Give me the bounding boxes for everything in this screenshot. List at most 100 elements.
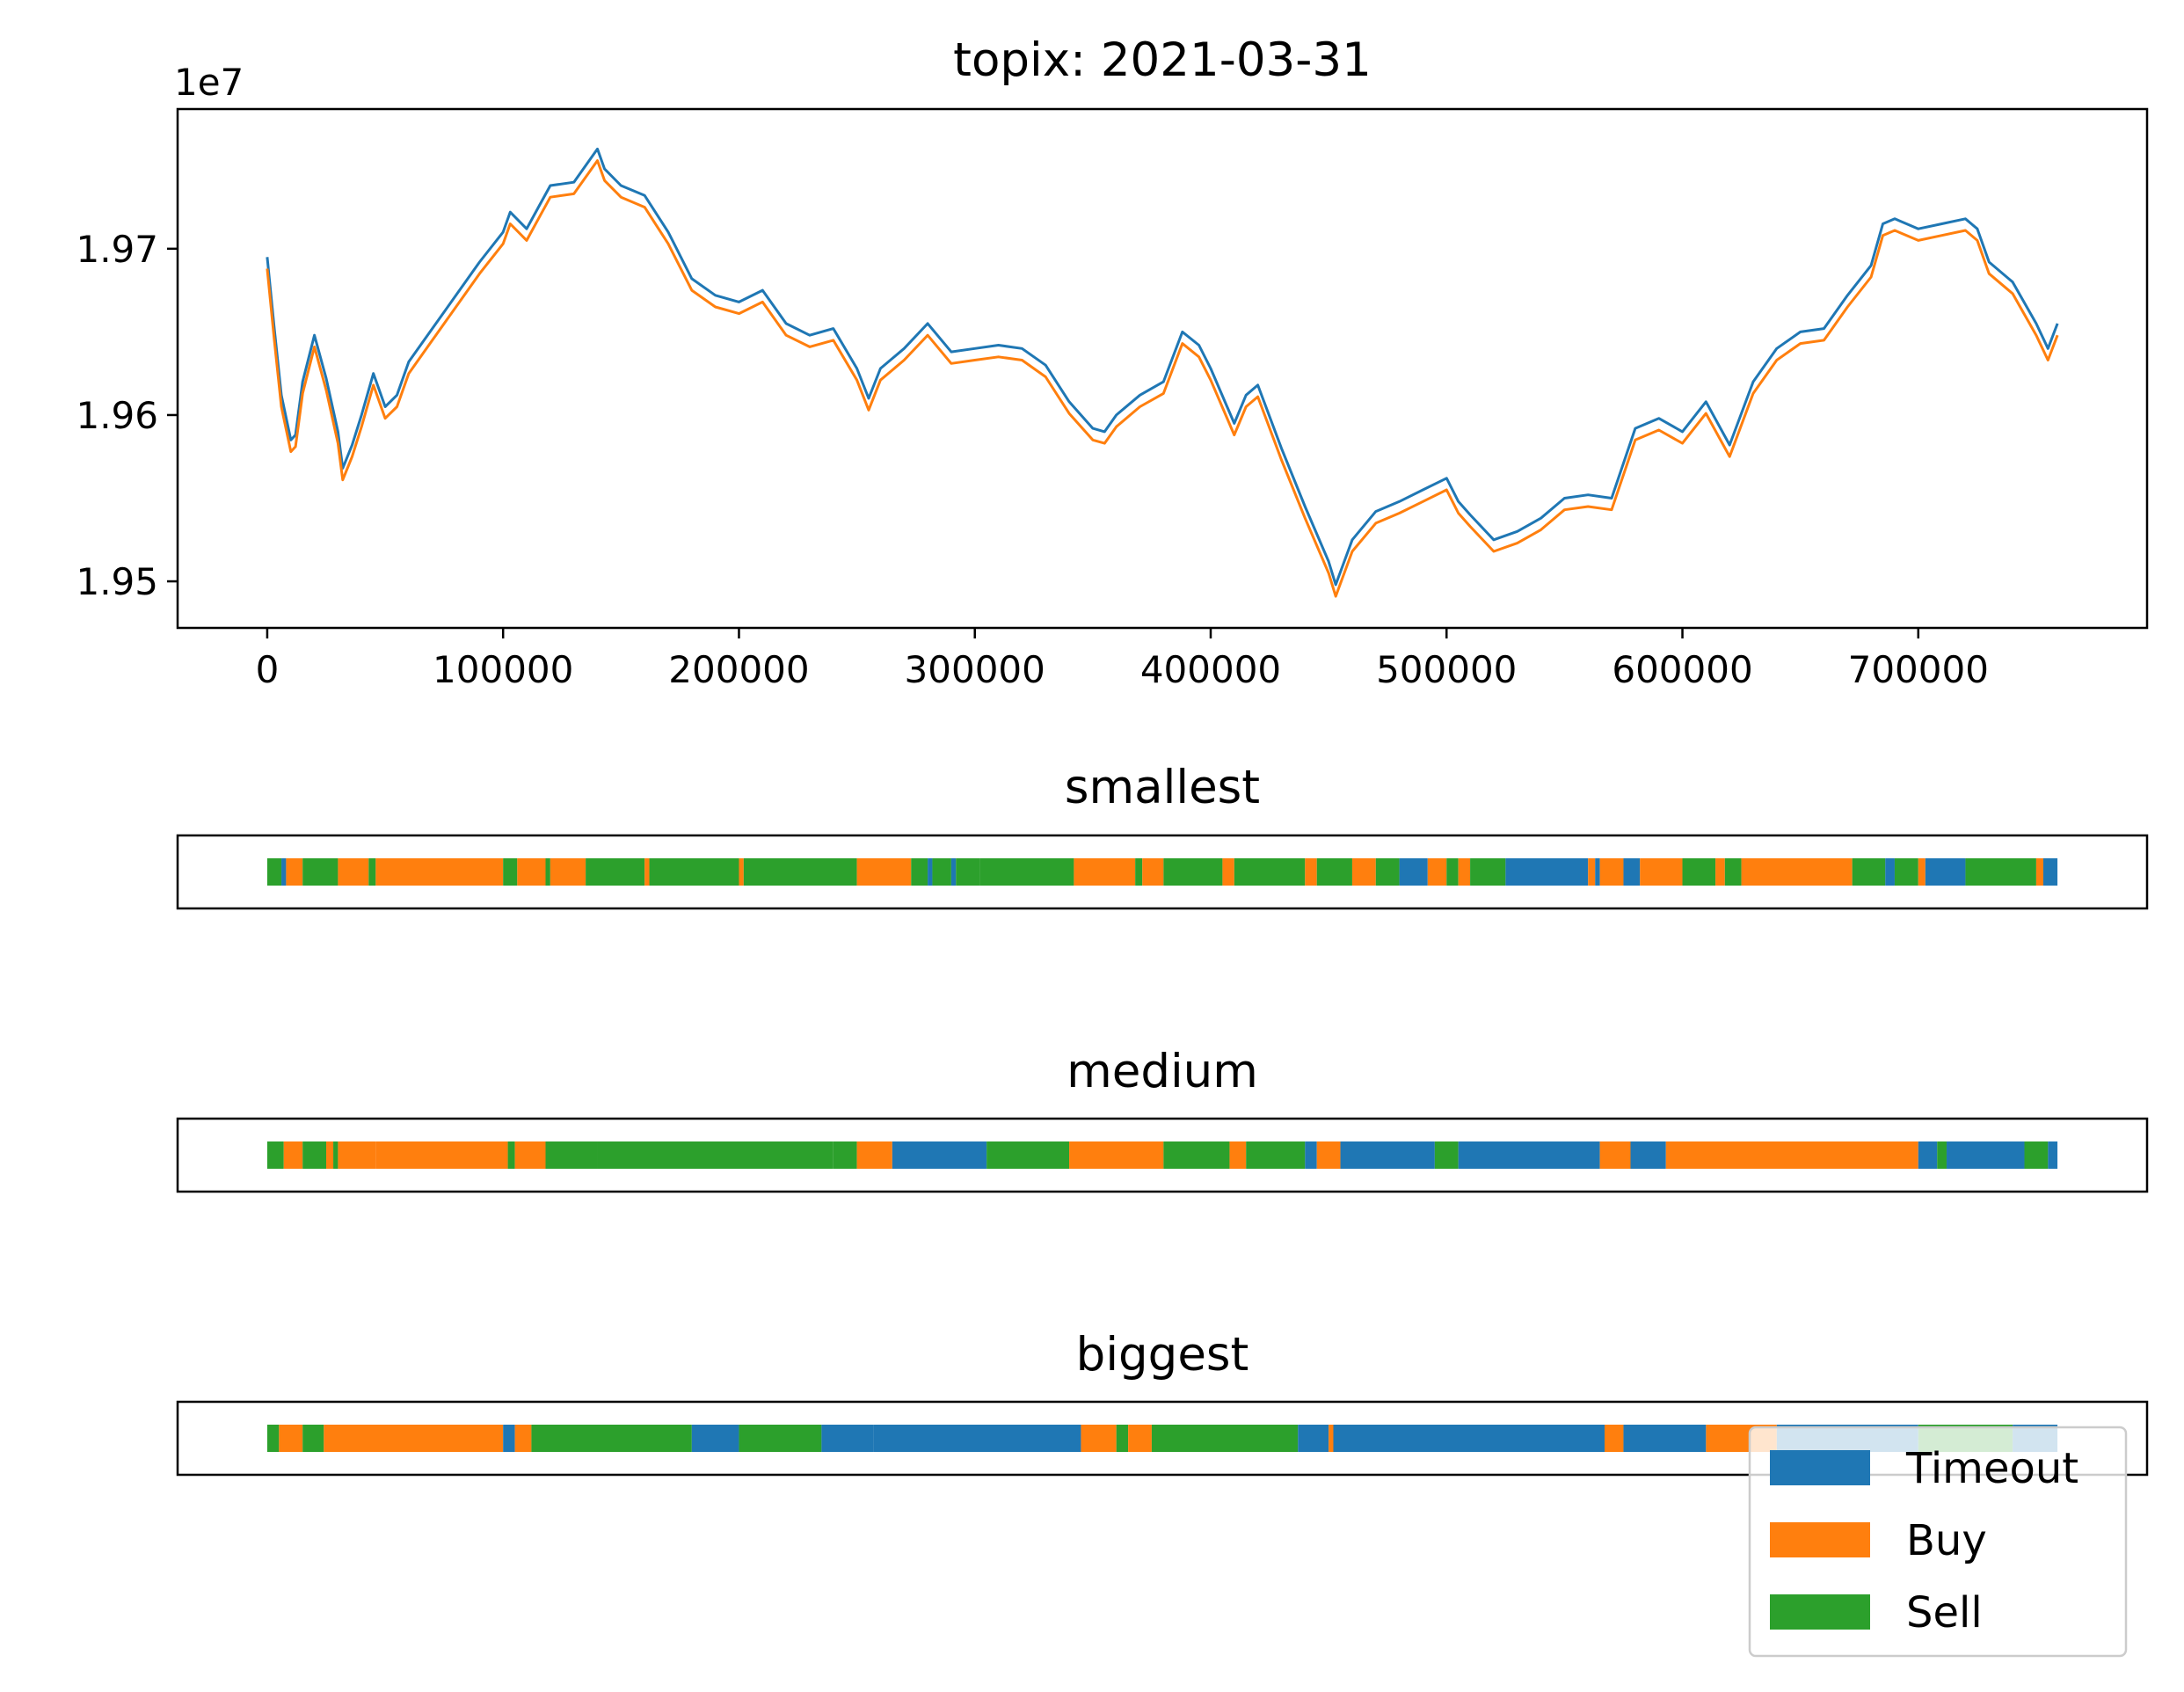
segment-timeout bbox=[1918, 1141, 1938, 1169]
segment-buy bbox=[856, 1141, 892, 1169]
segment-buy bbox=[1458, 858, 1471, 886]
segment-timeout bbox=[1946, 1141, 2025, 1169]
segment-buy bbox=[514, 1141, 546, 1169]
segment-sell bbox=[986, 1141, 1070, 1169]
segment-sell bbox=[833, 1141, 857, 1169]
segment-timeout bbox=[1399, 858, 1428, 886]
segment-timeout bbox=[1630, 1141, 1666, 1169]
segment-sell bbox=[932, 858, 951, 886]
legend-swatch-sell bbox=[1770, 1594, 1870, 1630]
segment-buy bbox=[514, 1425, 532, 1452]
segment-buy bbox=[644, 858, 650, 886]
segment-sell bbox=[649, 858, 739, 886]
segment-timeout bbox=[1298, 1425, 1329, 1452]
segment-buy bbox=[1069, 1141, 1164, 1169]
segment-sell bbox=[1434, 1141, 1459, 1169]
x-tick-label: 500000 bbox=[1376, 648, 1517, 691]
segment-sell bbox=[1234, 858, 1306, 886]
segment-timeout bbox=[2042, 858, 2058, 886]
segment-timeout bbox=[928, 858, 933, 886]
segment-sell bbox=[503, 858, 518, 886]
segment-buy bbox=[1142, 858, 1164, 886]
segment-buy bbox=[338, 1141, 376, 1169]
segment-timeout bbox=[2048, 1141, 2058, 1169]
segment-timeout bbox=[1623, 858, 1641, 886]
signal-strip-medium bbox=[266, 1141, 2058, 1169]
segment-sell bbox=[911, 858, 928, 886]
segment-sell bbox=[1316, 858, 1352, 886]
segment-timeout bbox=[950, 858, 957, 886]
segment-sell bbox=[302, 1141, 327, 1169]
y-offset-label: 1e7 bbox=[174, 61, 244, 104]
segment-timeout bbox=[691, 1425, 739, 1452]
segment-buy bbox=[1427, 858, 1447, 886]
segment-buy bbox=[1316, 1141, 1341, 1169]
segment-buy bbox=[375, 858, 504, 886]
segment-sell bbox=[1937, 1141, 1947, 1169]
segment-timeout bbox=[892, 1141, 987, 1169]
segment-timeout bbox=[503, 1425, 515, 1452]
segment-sell bbox=[333, 1141, 339, 1169]
segment-sell bbox=[1682, 858, 1716, 886]
segment-buy bbox=[1715, 858, 1725, 886]
segment-sell bbox=[1852, 858, 1886, 886]
legend: Timeout Buy Sell bbox=[1748, 1426, 2128, 1658]
y-axis-ticks: 1.95 1.96 1.97 bbox=[76, 228, 178, 603]
segment-buy bbox=[550, 858, 586, 886]
segment-timeout bbox=[1885, 858, 1895, 886]
segment-buy bbox=[739, 858, 744, 886]
x-tick-label: 700000 bbox=[1848, 648, 1989, 691]
segment-timeout bbox=[281, 858, 287, 886]
segment-buy bbox=[1128, 1425, 1152, 1452]
series-line-buy bbox=[266, 159, 2059, 598]
segment-sell bbox=[739, 1425, 822, 1452]
segment-buy bbox=[1229, 1141, 1247, 1169]
segment-sell bbox=[1446, 858, 1459, 886]
segment-buy bbox=[1599, 858, 1624, 886]
series-line-timeout bbox=[266, 147, 2059, 587]
segment-buy bbox=[324, 1425, 504, 1452]
strip-title-biggest: biggest bbox=[1076, 1328, 1249, 1382]
segment-sell bbox=[1375, 858, 1400, 886]
strip-frame-smallest bbox=[176, 834, 2149, 910]
segment-buy bbox=[286, 858, 303, 886]
segment-buy bbox=[1074, 858, 1136, 886]
segment-sell bbox=[597, 1141, 834, 1169]
segment-buy bbox=[1604, 1425, 1624, 1452]
legend-swatch-buy bbox=[1770, 1522, 1870, 1557]
segment-buy bbox=[326, 1141, 334, 1169]
segment-buy bbox=[1329, 1425, 1334, 1452]
segment-timeout bbox=[1925, 858, 1966, 886]
segment-buy bbox=[1305, 858, 1317, 886]
segment-buy bbox=[338, 858, 369, 886]
segment-timeout bbox=[1505, 858, 1589, 886]
segment-sell bbox=[743, 858, 857, 886]
segment-sell bbox=[1116, 1425, 1129, 1452]
segment-timeout bbox=[1595, 858, 1600, 886]
segment-buy bbox=[1351, 858, 1376, 886]
legend-swatch-timeout bbox=[1770, 1450, 1870, 1485]
strip-frame-biggest bbox=[176, 1400, 2149, 1477]
segment-sell bbox=[266, 858, 282, 886]
segment-sell bbox=[1163, 858, 1223, 886]
segment-sell bbox=[1246, 1141, 1306, 1169]
segment-sell bbox=[1151, 1425, 1299, 1452]
segment-sell bbox=[266, 1425, 280, 1452]
segment-sell bbox=[531, 1425, 692, 1452]
segment-sell bbox=[545, 1141, 598, 1169]
segment-buy bbox=[1599, 1141, 1631, 1169]
segment-sell bbox=[1163, 1141, 1230, 1169]
x-tick-label: 200000 bbox=[668, 648, 809, 691]
segment-sell bbox=[266, 1141, 284, 1169]
segment-sell bbox=[1724, 858, 1742, 886]
segment-timeout bbox=[1305, 1141, 1317, 1169]
y-tick-label: 1.95 bbox=[76, 560, 158, 603]
x-tick-label: 400000 bbox=[1140, 648, 1281, 691]
segment-buy bbox=[856, 858, 912, 886]
strip-frame-medium bbox=[176, 1117, 2149, 1193]
segment-sell bbox=[302, 1425, 324, 1452]
segment-buy bbox=[1665, 1141, 1918, 1169]
segment-timeout bbox=[1340, 1141, 1435, 1169]
signal-strip-smallest bbox=[266, 858, 2058, 886]
